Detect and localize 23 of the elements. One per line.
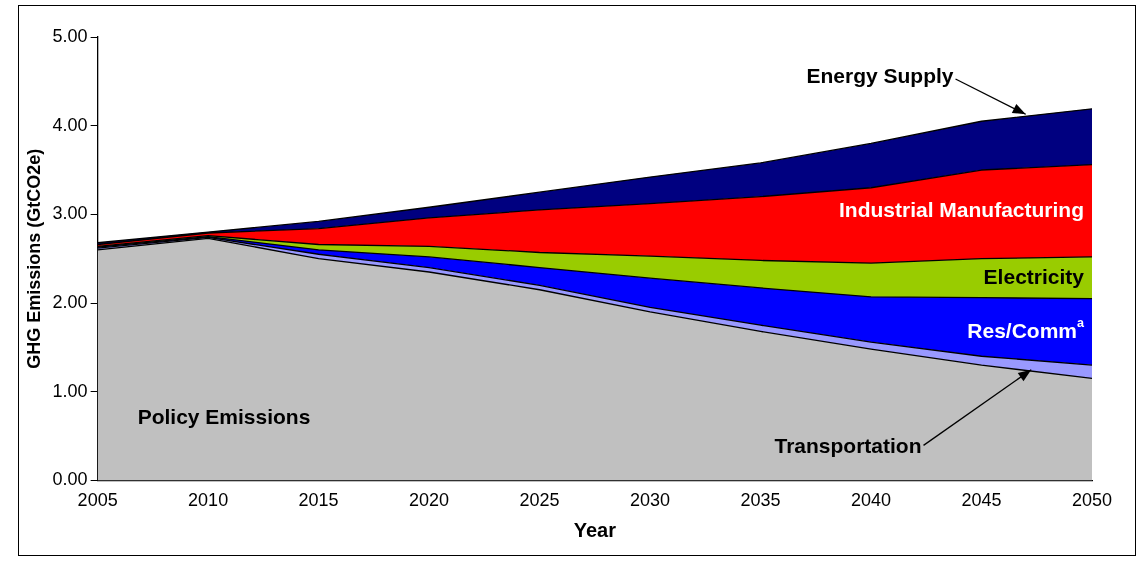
x-tick-label: 2025 bbox=[519, 490, 560, 511]
series-label: Energy Supply bbox=[806, 63, 954, 87]
y-tick-label: 3.00 bbox=[52, 203, 88, 224]
x-tick-label: 2020 bbox=[409, 490, 450, 511]
y-tick-label: 1.00 bbox=[52, 380, 88, 401]
y-tick-label: 4.00 bbox=[52, 114, 88, 135]
x-axis-title: Year bbox=[573, 518, 617, 541]
y-tick-label: 2.00 bbox=[52, 292, 88, 313]
x-tick-label: 2045 bbox=[961, 490, 1002, 511]
x-tick-label: 2010 bbox=[188, 490, 229, 511]
y-axis-title: GHG Emissions (GtCO2e) bbox=[23, 148, 44, 369]
x-tick-label: 2030 bbox=[630, 490, 671, 511]
x-tick-label: 2035 bbox=[740, 490, 781, 511]
x-tick-label: 2005 bbox=[77, 490, 118, 511]
text: Transportation bbox=[774, 434, 922, 458]
series-label: Electricity bbox=[983, 264, 1085, 288]
x-tick-label: 2050 bbox=[1071, 490, 1113, 511]
series-label: Industrial Manufacturing bbox=[838, 197, 1085, 221]
y-tick-label: 0.00 bbox=[52, 469, 88, 490]
x-tick-label: 2040 bbox=[851, 490, 892, 511]
x-tick-label: 2015 bbox=[298, 490, 339, 511]
y-tick-label: 5.00 bbox=[52, 25, 88, 46]
series-label: Policy Emissions bbox=[137, 404, 311, 428]
